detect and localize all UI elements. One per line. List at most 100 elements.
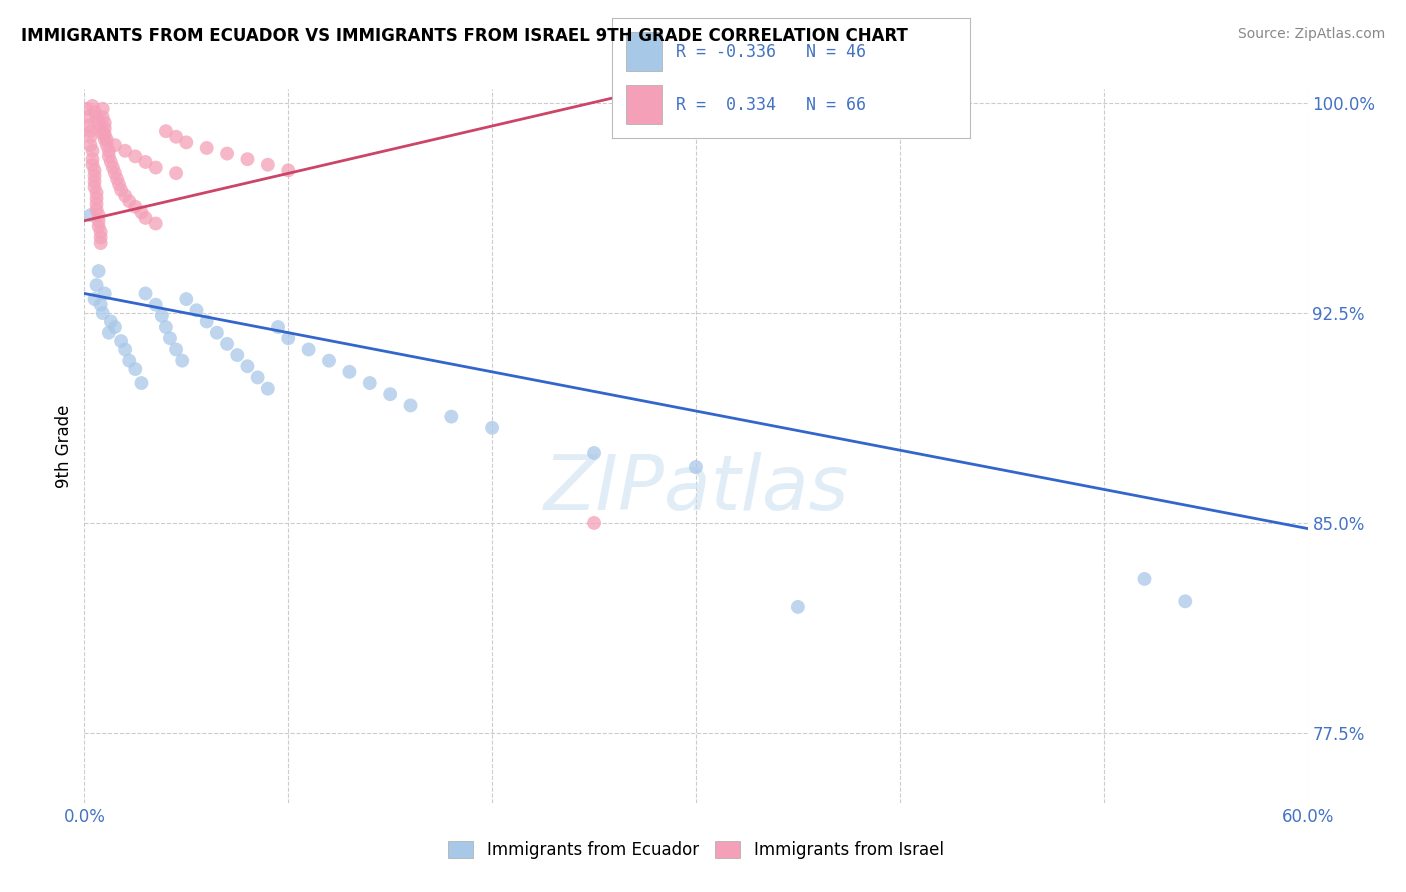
- Point: [86, 186, 108, 200]
- Point: [82, 158, 104, 172]
- Point: [155, 124, 177, 138]
- Point: [124, 149, 146, 163]
- Point: [257, 158, 280, 172]
- Point: [104, 138, 127, 153]
- Point: [104, 166, 127, 180]
- Point: [110, 334, 132, 348]
- Point: [481, 421, 503, 435]
- Point: [93, 286, 115, 301]
- Point: [87, 264, 110, 278]
- Point: [91, 110, 114, 124]
- Point: [165, 166, 187, 180]
- Point: [787, 599, 810, 614]
- Point: [124, 362, 146, 376]
- Point: [90, 225, 112, 239]
- Point: [150, 309, 173, 323]
- Point: [86, 191, 108, 205]
- Point: [90, 121, 112, 136]
- Point: [83, 292, 105, 306]
- Point: [77, 110, 100, 124]
- Point: [86, 110, 108, 124]
- Point: [86, 278, 108, 293]
- Point: [217, 336, 239, 351]
- Bar: [626, 86, 662, 124]
- Point: [159, 331, 181, 345]
- Point: [93, 121, 115, 136]
- Point: [174, 292, 197, 306]
- Point: [380, 387, 402, 401]
- Point: [1133, 572, 1156, 586]
- Point: [79, 208, 101, 222]
- Point: [131, 376, 153, 390]
- Point: [79, 124, 101, 138]
- Point: [186, 303, 208, 318]
- Point: [83, 169, 105, 183]
- Point: [165, 343, 187, 357]
- Point: [97, 144, 120, 158]
- Point: [236, 359, 259, 374]
- Text: IMMIGRANTS FROM ECUADOR VS IMMIGRANTS FROM ISRAEL 9TH GRADE CORRELATION CHART: IMMIGRANTS FROM ECUADOR VS IMMIGRANTS FR…: [21, 27, 908, 45]
- Point: [79, 138, 101, 153]
- Bar: [626, 32, 662, 70]
- Point: [90, 298, 112, 312]
- Point: [359, 376, 381, 390]
- Point: [87, 116, 110, 130]
- Point: [172, 353, 194, 368]
- Point: [87, 208, 110, 222]
- Point: [318, 353, 340, 368]
- Point: [135, 155, 157, 169]
- Point: [114, 343, 136, 357]
- Point: [83, 180, 105, 194]
- Point: [93, 127, 115, 141]
- Point: [90, 230, 112, 244]
- Point: [91, 102, 114, 116]
- Point: [124, 200, 146, 214]
- Point: [1174, 594, 1197, 608]
- Point: [86, 202, 108, 217]
- Point: [105, 171, 128, 186]
- Point: [83, 104, 105, 119]
- Point: [90, 236, 112, 251]
- Point: [298, 343, 321, 357]
- Point: [75, 102, 97, 116]
- Point: [104, 320, 127, 334]
- Point: [118, 194, 141, 208]
- Text: Source: ZipAtlas.com: Source: ZipAtlas.com: [1237, 27, 1385, 41]
- Point: [246, 370, 269, 384]
- Point: [79, 129, 101, 144]
- Point: [83, 175, 105, 189]
- Point: [257, 382, 280, 396]
- Point: [145, 217, 167, 231]
- Point: [87, 213, 110, 227]
- Point: [114, 188, 136, 202]
- Point: [267, 320, 290, 334]
- Point: [217, 146, 239, 161]
- Point: [93, 116, 115, 130]
- Point: [110, 183, 132, 197]
- Point: [77, 119, 100, 133]
- Point: [236, 152, 259, 166]
- Point: [91, 127, 114, 141]
- Point: [339, 365, 360, 379]
- Y-axis label: 9th Grade: 9th Grade: [55, 404, 73, 488]
- Point: [83, 163, 105, 178]
- Point: [87, 219, 110, 234]
- Point: [399, 399, 422, 413]
- Point: [685, 460, 707, 475]
- Point: [131, 205, 153, 219]
- Legend: Immigrants from Ecuador, Immigrants from Israel: Immigrants from Ecuador, Immigrants from…: [441, 834, 950, 866]
- Point: [277, 163, 299, 178]
- Point: [100, 155, 122, 169]
- Point: [93, 132, 115, 146]
- Point: [86, 197, 108, 211]
- Point: [135, 286, 157, 301]
- Point: [135, 211, 157, 225]
- Point: [100, 314, 122, 328]
- Point: [195, 314, 218, 328]
- Point: [277, 331, 299, 345]
- Text: R =  0.334   N = 66: R = 0.334 N = 66: [676, 95, 866, 113]
- Point: [97, 149, 120, 163]
- Point: [440, 409, 463, 424]
- Point: [174, 136, 197, 150]
- Point: [155, 320, 177, 334]
